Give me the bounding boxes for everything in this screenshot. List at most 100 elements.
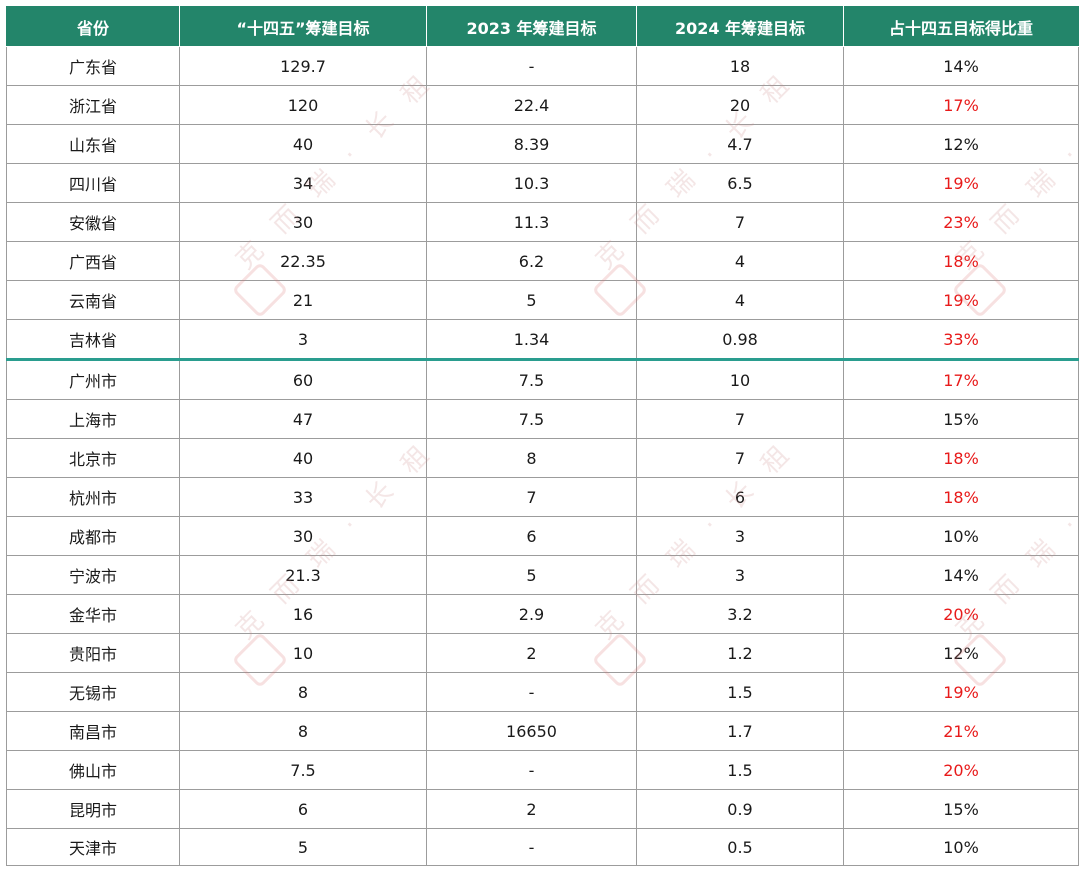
cell-share-of-target: 15%	[843, 789, 1079, 829]
cell-2023-target: 11.3	[426, 202, 637, 242]
cell-2024-target: 4	[636, 280, 844, 320]
cell-14th-five-year-target: 7.5	[179, 750, 427, 790]
cell-2024-target: 3.2	[636, 594, 844, 634]
cell-region: 广西省	[6, 241, 180, 281]
cell-14th-five-year-target: 40	[179, 124, 427, 164]
cell-14th-five-year-target: 21	[179, 280, 427, 320]
cell-share-of-target: 12%	[843, 633, 1079, 673]
cell-share-of-target: 20%	[843, 750, 1079, 790]
cell-2024-target: 10	[636, 359, 844, 400]
cell-share-of-target: 18%	[843, 241, 1079, 281]
cell-2023-target: 22.4	[426, 85, 637, 125]
table-row: 北京市 40 8 7 18%	[6, 438, 1079, 478]
table-body: 广东省 129.7-18 14% 浙江省 120 22.4 20 17% 山东省 40 8.39 4.…	[6, 46, 1079, 866]
cell-2023-target: 5	[426, 280, 637, 320]
table-row: 云南省 21 5 4 19%	[6, 280, 1079, 320]
cell-14th-five-year-target: 3	[179, 319, 427, 361]
cell-2024-target: 18	[636, 46, 844, 86]
table-header: 省份 “十四五”筹建目标 2023 年筹建目标 2024 年筹建目标 占十四五目…	[6, 6, 1079, 47]
cell-region: 广东省	[6, 46, 180, 86]
cell-2024-target: 7	[636, 202, 844, 242]
cell-region: 安徽省	[6, 202, 180, 242]
cell-share-of-target: 18%	[843, 477, 1079, 517]
table-row: 成都市 30 6 3 10%	[6, 516, 1079, 556]
housing-target-table: 省份 “十四五”筹建目标 2023 年筹建目标 2024 年筹建目标 占十四五目…	[6, 6, 1079, 866]
cell-2023-target: 7	[426, 477, 637, 517]
cell-region: 上海市	[6, 399, 180, 439]
cell-2023-target: -	[426, 750, 637, 790]
header-row: 省份 “十四五”筹建目标 2023 年筹建目标 2024 年筹建目标 占十四五目…	[6, 6, 1079, 47]
cell-share-of-target: 19%	[843, 672, 1079, 712]
cell-2023-target: 10.3	[426, 163, 637, 203]
header-share-of-target: 占十四五目标得比重	[843, 6, 1079, 47]
cell-2024-target: 1.2	[636, 633, 844, 673]
cell-share-of-target: 14%	[843, 555, 1079, 595]
cell-2024-target: 7	[636, 438, 844, 478]
cell-14th-five-year-target: 10	[179, 633, 427, 673]
cell-region: 南昌市	[6, 711, 180, 751]
cell-14th-five-year-target: 22.35	[179, 241, 427, 281]
table-row: 吉林省 3 1.34 0.98 33%	[6, 319, 1079, 361]
cell-14th-five-year-target: 120	[179, 85, 427, 125]
cell-region: 贵阳市	[6, 633, 180, 673]
cell-14th-five-year-target: 34	[179, 163, 427, 203]
cell-2024-target: 6.5	[636, 163, 844, 203]
cell-region: 佛山市	[6, 750, 180, 790]
cell-2023-target: -	[426, 828, 637, 866]
cell-14th-five-year-target: 8	[179, 711, 427, 751]
header-province: 省份	[6, 6, 180, 47]
cell-2024-target: 0.98	[636, 319, 844, 361]
cell-region: 杭州市	[6, 477, 180, 517]
table-row: 安徽省 30 11.3 7 23%	[6, 202, 1079, 242]
cell-2024-target: 20	[636, 85, 844, 125]
cell-share-of-target: 21%	[843, 711, 1079, 751]
cell-region: 山东省	[6, 124, 180, 164]
cell-region: 天津市	[6, 828, 180, 866]
header-2024-target: 2024 年筹建目标	[636, 6, 844, 47]
table-row: 贵阳市 10 2 1.2 12%	[6, 633, 1079, 673]
cell-14th-five-year-target: 129.7	[179, 46, 427, 86]
cell-share-of-target: 10%	[843, 828, 1079, 866]
cell-region: 四川省	[6, 163, 180, 203]
table-row: 广州市 60 7.5 10 17%	[6, 359, 1079, 400]
table-row: 杭州市 33 7 6 18%	[6, 477, 1079, 517]
cell-2023-target: 6	[426, 516, 637, 556]
cell-14th-five-year-target: 6	[179, 789, 427, 829]
cell-14th-five-year-target: 8	[179, 672, 427, 712]
cell-2023-target: 16650	[426, 711, 637, 751]
table-row: 宁波市 21.3 5 3 14%	[6, 555, 1079, 595]
cell-region: 北京市	[6, 438, 180, 478]
cell-2024-target: 7	[636, 399, 844, 439]
table-row: 广西省 22.35 6.2 4 18%	[6, 241, 1079, 281]
cell-region: 无锡市	[6, 672, 180, 712]
cell-14th-five-year-target: 60	[179, 359, 427, 400]
cell-region: 吉林省	[6, 319, 180, 361]
cell-2023-target: 7.5	[426, 399, 637, 439]
table-row: 山东省 40 8.39 4.7 12%	[6, 124, 1079, 164]
table-row: 金华市 16 2.9 3.2 20%	[6, 594, 1079, 634]
cell-2024-target: 6	[636, 477, 844, 517]
cell-share-of-target: 18%	[843, 438, 1079, 478]
cell-2023-target: 5	[426, 555, 637, 595]
cell-2023-target: 2	[426, 789, 637, 829]
cell-14th-five-year-target: 16	[179, 594, 427, 634]
cell-share-of-target: 19%	[843, 280, 1079, 320]
cell-region: 宁波市	[6, 555, 180, 595]
cell-2023-target: 8	[426, 438, 637, 478]
cell-share-of-target: 19%	[843, 163, 1079, 203]
cell-2023-target: 8.39	[426, 124, 637, 164]
header-2023-target: 2023 年筹建目标	[426, 6, 637, 47]
cell-2024-target: 3	[636, 555, 844, 595]
cell-share-of-target: 17%	[843, 359, 1079, 400]
cell-2024-target: 0.9	[636, 789, 844, 829]
cell-share-of-target: 10%	[843, 516, 1079, 556]
table-row: 广东省 129.7-18 14%	[6, 46, 1079, 86]
cell-14th-five-year-target: 47	[179, 399, 427, 439]
cell-share-of-target: 14%	[843, 46, 1079, 86]
cell-2023-target: 1.34	[426, 319, 637, 361]
cell-2024-target: 4.7	[636, 124, 844, 164]
cell-2023-target: -	[426, 46, 637, 86]
cell-region: 成都市	[6, 516, 180, 556]
cell-2024-target: 1.5	[636, 672, 844, 712]
